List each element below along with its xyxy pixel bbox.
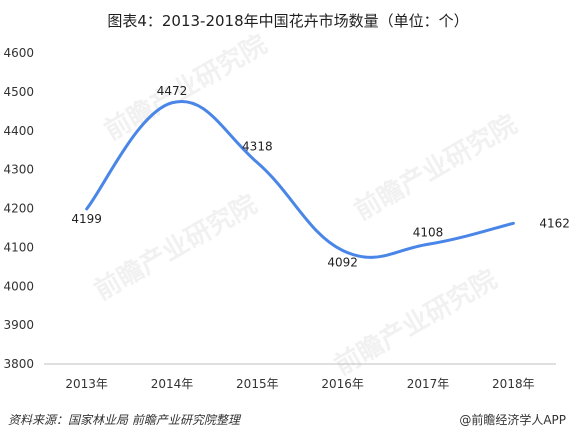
- x-tick-label: 2014年: [151, 377, 194, 391]
- data-label: 4108: [413, 225, 444, 239]
- y-tick-label: 3900: [3, 318, 34, 332]
- y-tick-label: 4100: [3, 240, 34, 254]
- y-tick-label: 4500: [3, 85, 34, 99]
- data-label: 4092: [327, 255, 358, 269]
- y-tick-label: 4400: [3, 124, 34, 138]
- y-tick-label: 3800: [3, 357, 34, 371]
- x-tick-label: 2017年: [407, 377, 450, 391]
- watermark-1: 前瞻产业研究院: [349, 109, 522, 227]
- y-tick-label: 4300: [3, 163, 34, 177]
- y-tick-label: 4000: [3, 279, 34, 293]
- data-label: 4318: [242, 140, 273, 154]
- brand-credit: @前瞻经济学人APP: [459, 413, 566, 427]
- chart-title: 图表4：2013-2018年中国花卉市场数量（单位：个）: [107, 12, 469, 30]
- series-line: [85, 99, 515, 259]
- data-label: 4472: [157, 84, 188, 98]
- x-tick-label: 2016年: [321, 377, 364, 391]
- x-tick-label: 2015年: [236, 377, 279, 391]
- source-note: 资料来源：国家林业局 前瞻产业研究院整理: [8, 413, 240, 427]
- watermark-2: 前瞻产业研究院: [89, 189, 262, 307]
- data-label: 4199: [71, 212, 102, 226]
- data-label: 4162: [539, 216, 570, 230]
- y-tick-label: 4200: [3, 202, 34, 216]
- x-tick-label: 2018年: [492, 377, 535, 391]
- x-tick-label: 2013年: [65, 377, 108, 391]
- y-tick-label: 4600: [3, 46, 34, 60]
